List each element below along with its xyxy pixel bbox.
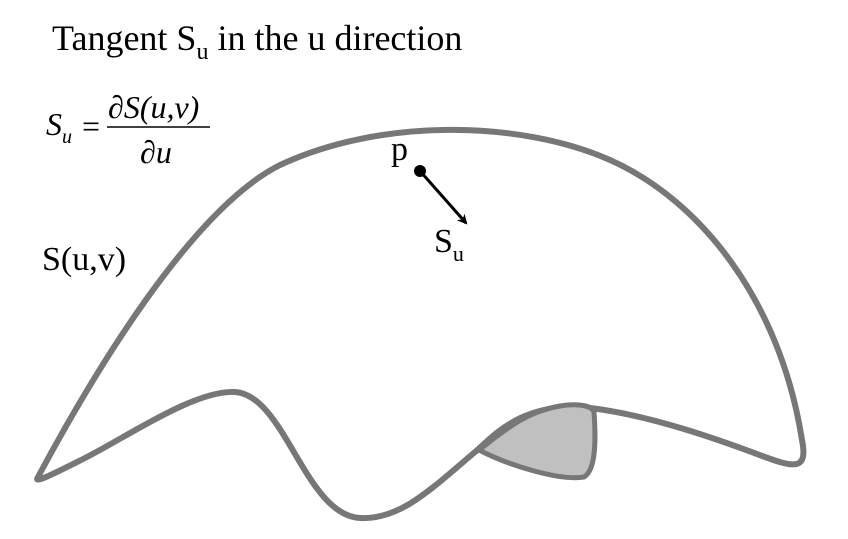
formula-lhs-subscript: u [62, 126, 72, 148]
surface-outline [34, 126, 807, 522]
partial-derivative-formula: Su = ∂S(u,v) ∂u [46, 89, 210, 170]
point-p-label: p [391, 131, 408, 168]
tangent-label-subscript: u [453, 241, 464, 266]
title-suffix: in the u direction [208, 18, 462, 58]
title-prefix: Tangent S [52, 18, 196, 58]
tangent-label: Su [434, 223, 464, 266]
formula-denominator: ∂u [140, 134, 172, 170]
formula-lhs: S [46, 106, 62, 142]
title-subscript: u [196, 39, 208, 65]
diagram-title: Tangent Su in the u direction [52, 18, 462, 65]
formula-equals: = [82, 108, 100, 144]
surface-label: S(u,v) [42, 241, 126, 278]
svg-text:Su: Su [46, 106, 72, 148]
formula-numerator: ∂S(u,v) [108, 89, 199, 125]
folded-region [476, 402, 598, 481]
tangent-label-base: S [434, 223, 453, 260]
tangent-arrow [418, 170, 468, 225]
